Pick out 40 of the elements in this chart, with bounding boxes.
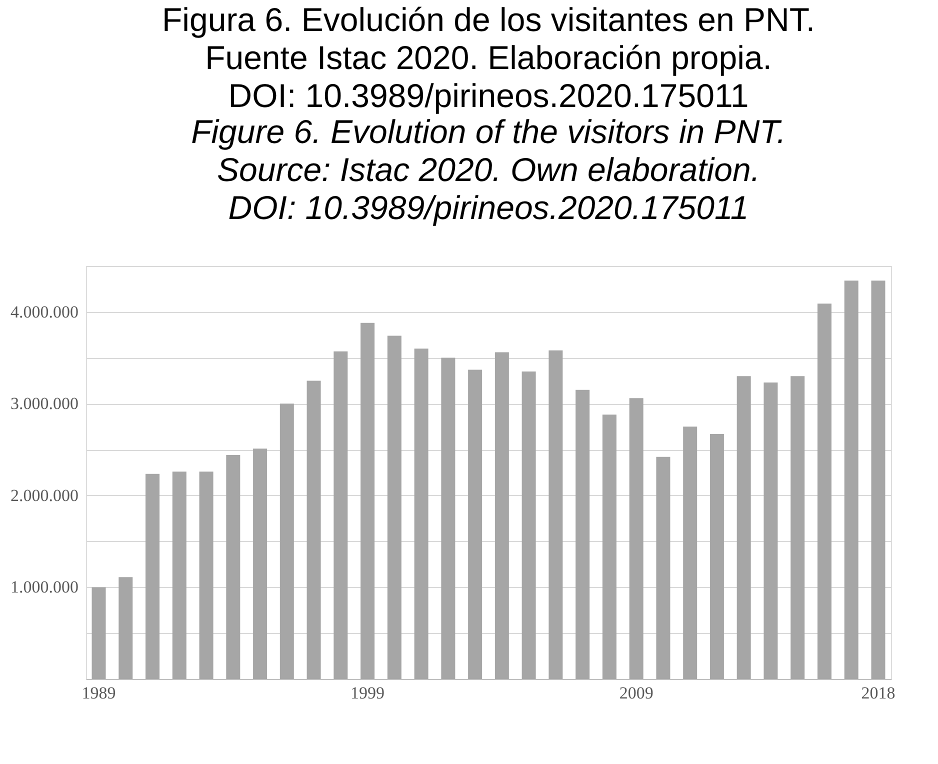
bar	[710, 434, 724, 679]
bar	[146, 474, 160, 679]
bar	[253, 448, 268, 679]
bar	[576, 390, 590, 679]
bar	[817, 304, 832, 679]
chart-subtitle: Figure 6. Evolution of the visitors in PNT. Source: Istac 2020. Own elaboration. DOI: 10.3989/pirineos.2020.175011	[191, 113, 786, 226]
bar	[118, 577, 133, 679]
bar	[494, 352, 509, 679]
x-tick-label: 1989	[82, 684, 116, 702]
bar	[602, 414, 616, 679]
bar	[226, 455, 240, 679]
bar	[92, 587, 106, 679]
bar	[683, 426, 698, 679]
bar	[468, 370, 482, 679]
bar	[871, 280, 886, 679]
bar	[360, 322, 375, 679]
bar	[334, 351, 348, 679]
y-tick-label: 2.000.000	[10, 486, 78, 505]
bar	[764, 382, 778, 679]
y-tick-label: 3.000.000	[10, 394, 78, 414]
x-tick-label: 2009	[619, 684, 654, 702]
bar	[414, 348, 428, 679]
bar	[736, 376, 751, 679]
y-tick-label: 1.000.000	[10, 578, 78, 597]
y-tick-label: 4.000.000	[10, 302, 78, 322]
bar	[306, 380, 321, 679]
bar	[441, 358, 456, 679]
bar	[548, 350, 563, 679]
bar	[656, 456, 670, 679]
bar	[199, 472, 214, 679]
x-tick-label: 2018	[861, 684, 896, 702]
bar	[522, 372, 536, 679]
bar	[844, 280, 858, 679]
chart-title: Figura 6. Evolución de los visitantes en PNT. Fuente Istac 2020. Elaboración propia. DOI: 10.3989/pirineos.2020.175011	[162, 1, 815, 114]
bar	[629, 398, 644, 679]
bar	[387, 336, 402, 679]
bar	[172, 472, 186, 679]
bar	[280, 404, 294, 679]
x-tick-label: 1999	[350, 684, 385, 702]
bar	[790, 376, 805, 679]
